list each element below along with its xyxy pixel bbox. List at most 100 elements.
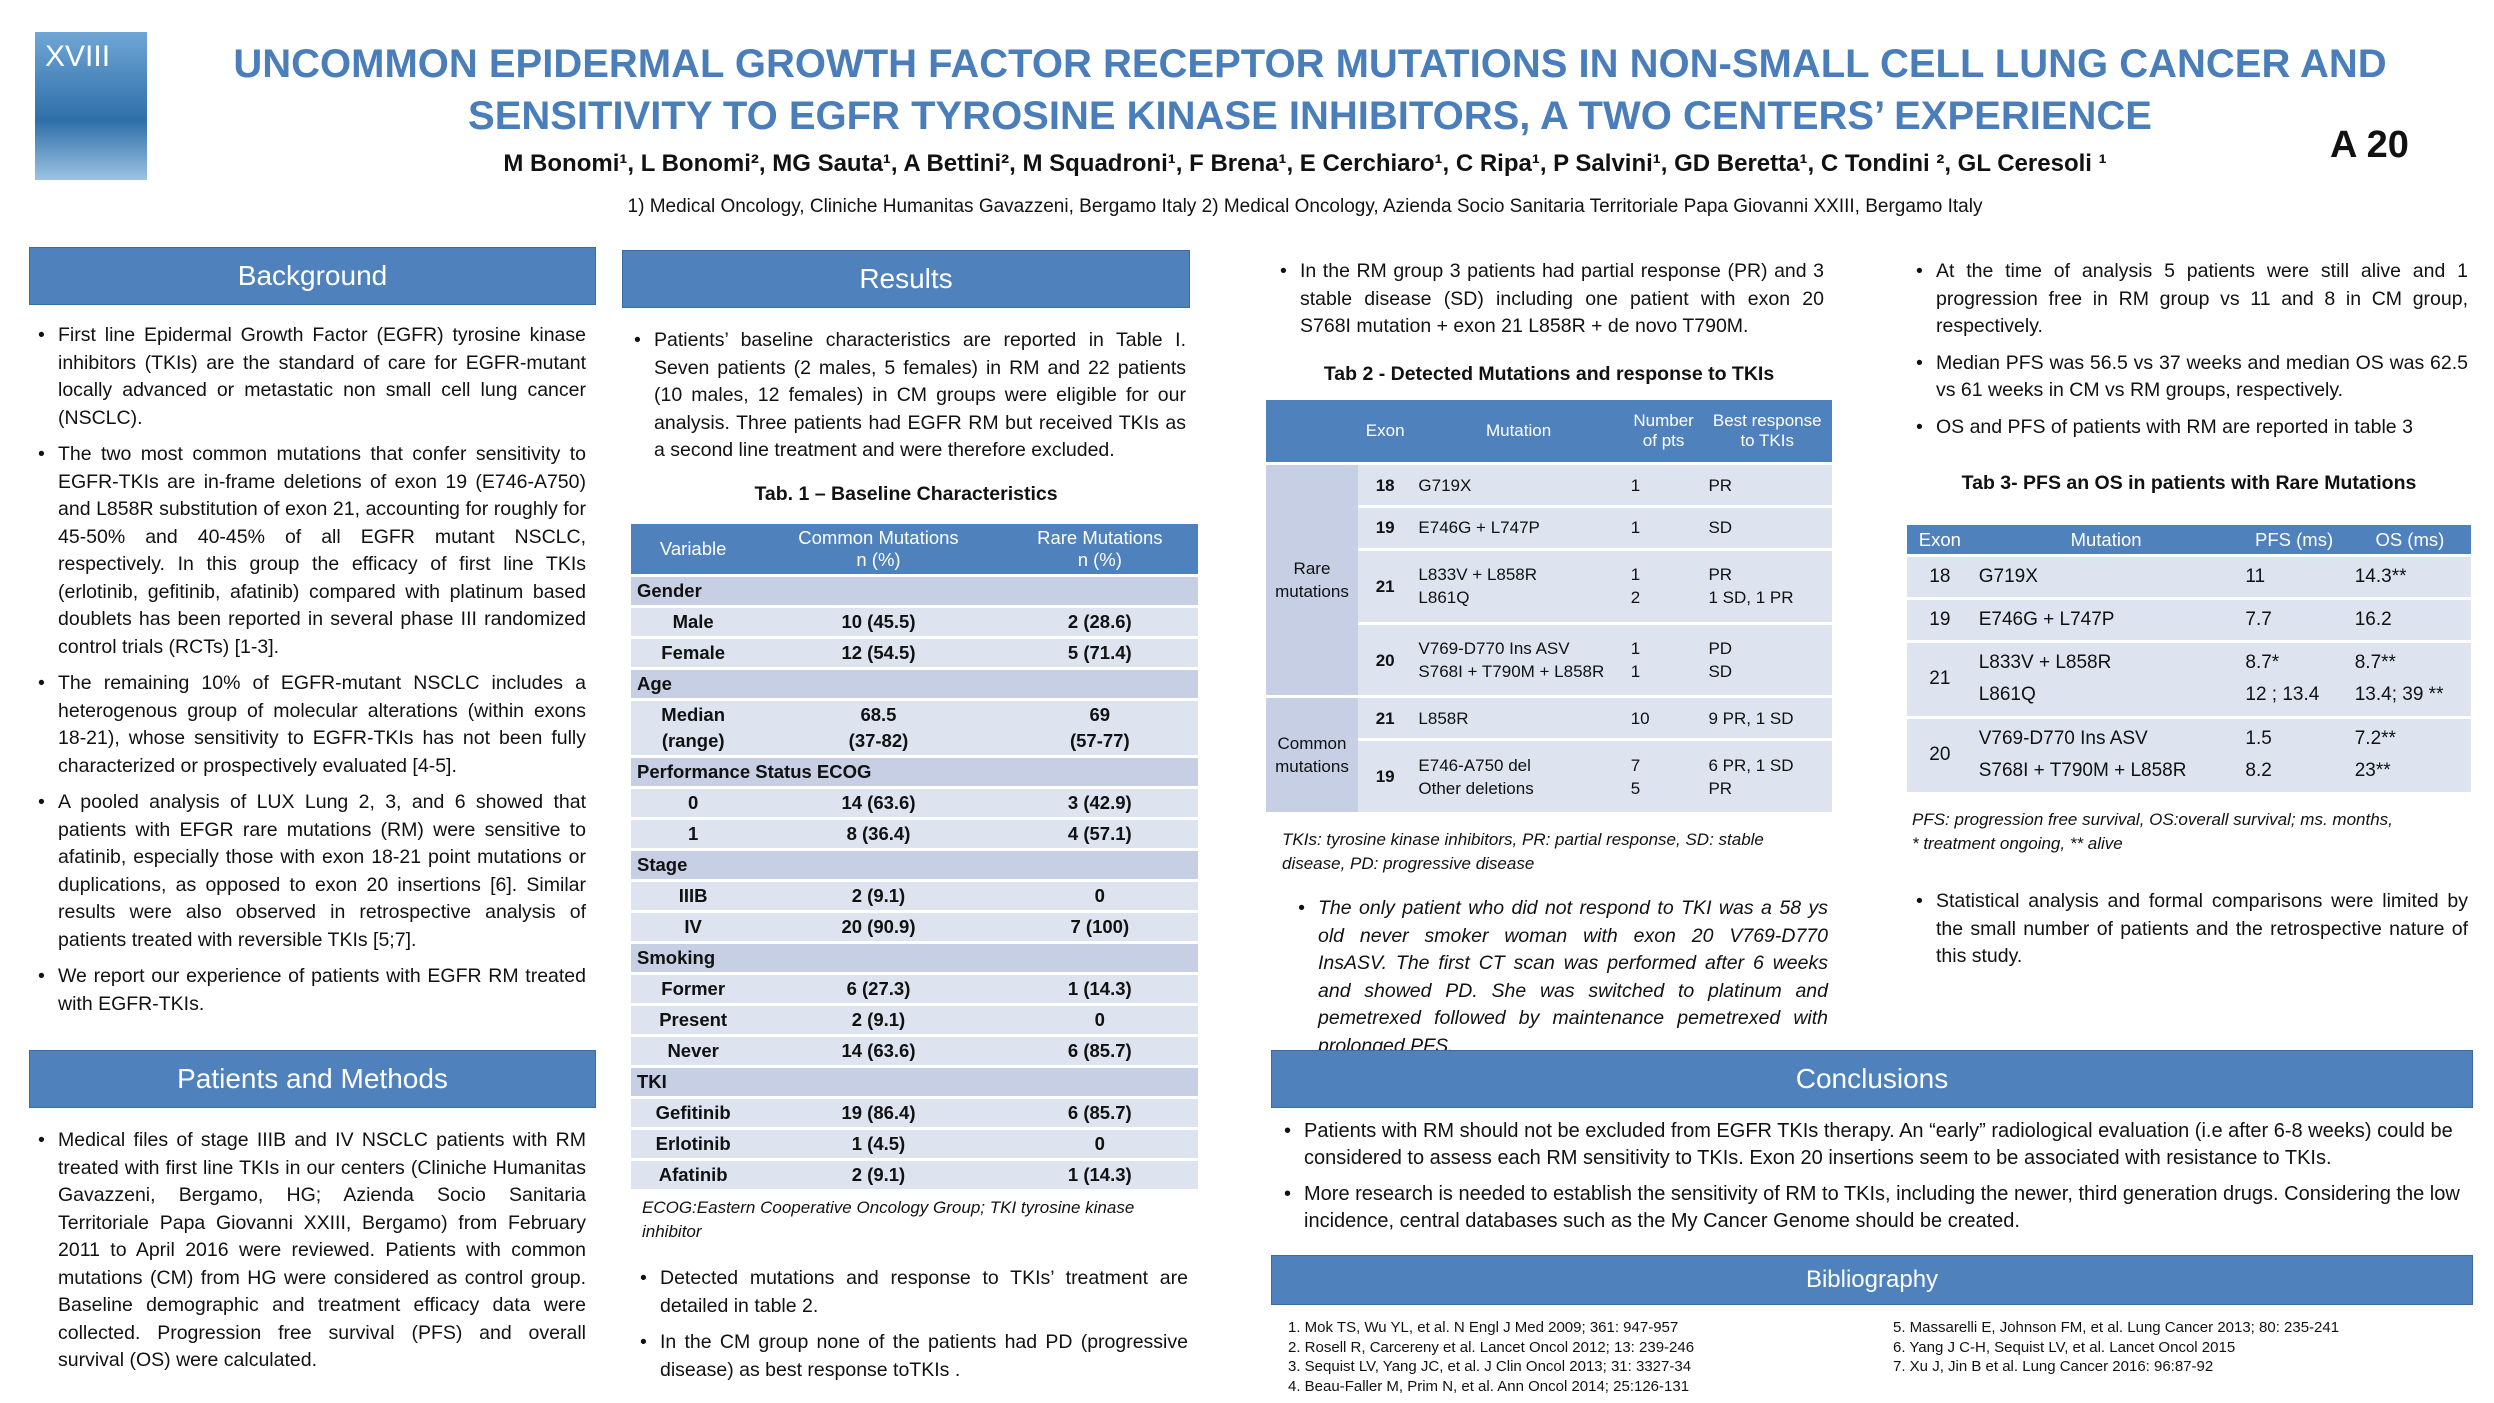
header-cell: Common Mutations n (%) xyxy=(755,524,1002,577)
header-cell: Mutation xyxy=(1972,525,2240,558)
table-row: Rare mutations 18 G719X 1 PR xyxy=(1266,463,1832,699)
header-cell: Rare Mutations n (%) xyxy=(1001,524,1198,577)
cell: 7 5 xyxy=(1624,739,1703,815)
table-note: TKIs: tyrosine kinase inhibitors, PR: pa… xyxy=(1282,830,1764,873)
cell: 10 xyxy=(1624,696,1703,742)
logo: XVIII xyxy=(35,32,147,180)
cell: SD xyxy=(1702,506,1832,551)
bibliography-left: 1. Mok TS, Wu YL, et al. N Engl J Med 20… xyxy=(1288,1318,1694,1396)
group-cell: Rare mutations xyxy=(1266,463,1358,699)
bullet: Detected mutations and response to TKIs’… xyxy=(636,1265,1188,1320)
table-title: Tab 2 - Detected Mutations and response … xyxy=(1323,363,1775,385)
bullet: The only patient who did not respond to … xyxy=(1294,895,1828,1060)
cell: 4 (57.1) xyxy=(1001,818,1198,851)
cell: 1.5 8.2 xyxy=(2239,717,2349,796)
cell: 68.5 (37-82) xyxy=(755,699,1002,758)
bullet: Patients with RM should not be excluded … xyxy=(1280,1118,2470,1172)
cell: Afatinib xyxy=(631,1159,756,1192)
cell: V769-D770 Ins ASV S768I + T790M + L858R xyxy=(1412,623,1625,699)
section-cell: TKI xyxy=(631,1066,1198,1099)
table-row: Performance Status ECOG xyxy=(631,756,1198,789)
cell: IIIB xyxy=(631,880,756,913)
cell: 0 xyxy=(631,787,756,820)
table-row: Gender xyxy=(631,575,1198,608)
bullet: In the RM group 3 patients had partial r… xyxy=(1276,258,1824,341)
cell: Male xyxy=(631,606,756,639)
cell: 7.2** 23** xyxy=(2348,717,2471,796)
table: Exon Mutation PFS (ms) OS (ms) 18 G719X 11 14.3… xyxy=(1907,525,2471,796)
bullet-list: Statistical analysis and formal comparis… xyxy=(1912,888,2468,980)
cell: 1 (4.5) xyxy=(755,1128,1002,1161)
cell: 20 (90.9) xyxy=(755,911,1002,944)
cell: E746-A750 del Other deletions xyxy=(1412,739,1625,815)
table-row: TKI xyxy=(631,1066,1198,1099)
table-note: PFS: progression free survival, OS:overa… xyxy=(1912,810,2393,829)
cell: 6 PR, 1 SD PR xyxy=(1702,739,1832,815)
table-title: Tab 3- PFS an OS in patients with Rare M… xyxy=(1961,472,2417,494)
section-heading: Bibliography xyxy=(1271,1255,2473,1305)
table: Variable Common Mutations n (%) Rare Mutat… xyxy=(631,524,1198,1192)
table-row: Common mutations 21 L858R 10 9 PR, 1 SD xyxy=(1266,696,1832,815)
bullet: In the CM group none of the patients had… xyxy=(636,1329,1188,1384)
cell: 8.7* 12 ; 13.4 xyxy=(2239,641,2349,719)
cell: 21 xyxy=(1357,696,1413,742)
table: Exon Mutation Number of pts Best response t… xyxy=(1266,400,1832,815)
cell: 0 xyxy=(1001,1004,1198,1037)
bullet-list: Patients with RM should not be excluded … xyxy=(1280,1118,2470,1244)
cell: 6 (85.7) xyxy=(1001,1097,1198,1130)
reference: 5. Massarelli E, Johnson FM, et al. Lung… xyxy=(1893,1319,2340,1336)
cell: 19 xyxy=(1907,598,1973,643)
bullet: First line Epidermal Growth Factor (EGFR… xyxy=(34,322,586,432)
cell: PD SD xyxy=(1702,623,1832,699)
cell: 12 (54.5) xyxy=(755,637,1002,670)
cell: 1 xyxy=(631,818,756,851)
header-row: Variable Common Mutations n (%) Rare Mutat… xyxy=(631,524,1198,577)
cell: 19 xyxy=(1357,739,1413,815)
cell: 2 (9.1) xyxy=(755,1004,1002,1037)
cell: 21 xyxy=(1357,549,1413,625)
table-note: ECOG:Eastern Cooperative Oncology Group;… xyxy=(642,1198,1135,1241)
cell: 1 1 xyxy=(1624,623,1703,699)
section-heading: Conclusions xyxy=(1271,1050,2473,1108)
cell: 14 (63.6) xyxy=(755,787,1002,820)
group-cell: Common mutations xyxy=(1266,696,1358,815)
bullet-list: At the time of analysis 5 patients were … xyxy=(1912,258,2468,450)
bullet-list: Patients’ baseline characteristics are r… xyxy=(630,327,1186,474)
reference: 4. Beau-Faller M, Prim N, et al. Ann Onc… xyxy=(1288,1377,1690,1395)
section-heading: Background xyxy=(29,247,596,305)
table-row: Never 14 (63.6) 6 (85.7) xyxy=(631,1035,1198,1068)
header-row: Exon Mutation PFS (ms) OS (ms) xyxy=(1907,525,2471,558)
cell: 2 (28.6) xyxy=(1001,606,1198,639)
cell: Never xyxy=(631,1035,756,1068)
section-cell: Age xyxy=(631,668,1198,701)
cell: 16.2 xyxy=(2348,598,2471,643)
bullet: More research is needed to establish the… xyxy=(1280,1181,2470,1235)
cell: G719X xyxy=(1972,555,2240,600)
table-note: * treatment ongoing, ** alive xyxy=(1912,834,2123,853)
cell: Female xyxy=(631,637,756,670)
bullet: The two most common mutations that confe… xyxy=(34,441,586,661)
cell: 20 xyxy=(1907,717,1973,796)
cell: 1 xyxy=(1624,463,1703,509)
table-row: 21 L833V + L858R L861Q 1 2 PR 1 SD, 1 PR xyxy=(1266,549,1832,625)
cell: 19 xyxy=(1357,506,1413,551)
table-row: Erlotinib 1 (4.5) 0 xyxy=(631,1128,1198,1161)
cell: Present xyxy=(631,1004,756,1037)
cell: 18 xyxy=(1357,463,1413,509)
logo-text: XVIII xyxy=(45,40,111,73)
cell: 2 (9.1) xyxy=(755,880,1002,913)
cell: Median (range) xyxy=(631,699,756,758)
table-row: 19 E746G + L747P 1 SD xyxy=(1266,506,1832,551)
bullet-list: The only patient who did not respond to … xyxy=(1294,895,1828,1069)
poster-code: A 20 xyxy=(2330,124,2409,166)
cell: 0 xyxy=(1001,880,1198,913)
bullet-list: First line Epidermal Growth Factor (EGFR… xyxy=(34,322,586,1027)
cell: Former xyxy=(631,973,756,1006)
table-title: Tab. 1 – Baseline Characteristics xyxy=(754,483,1058,505)
cell: 14.3** xyxy=(2348,555,2471,600)
cell: PR 1 SD, 1 PR xyxy=(1702,549,1832,625)
table-row: Smoking xyxy=(631,942,1198,975)
cell: 2 (9.1) xyxy=(755,1159,1002,1192)
header-row: Exon Mutation Number of pts Best response t… xyxy=(1266,400,1832,466)
